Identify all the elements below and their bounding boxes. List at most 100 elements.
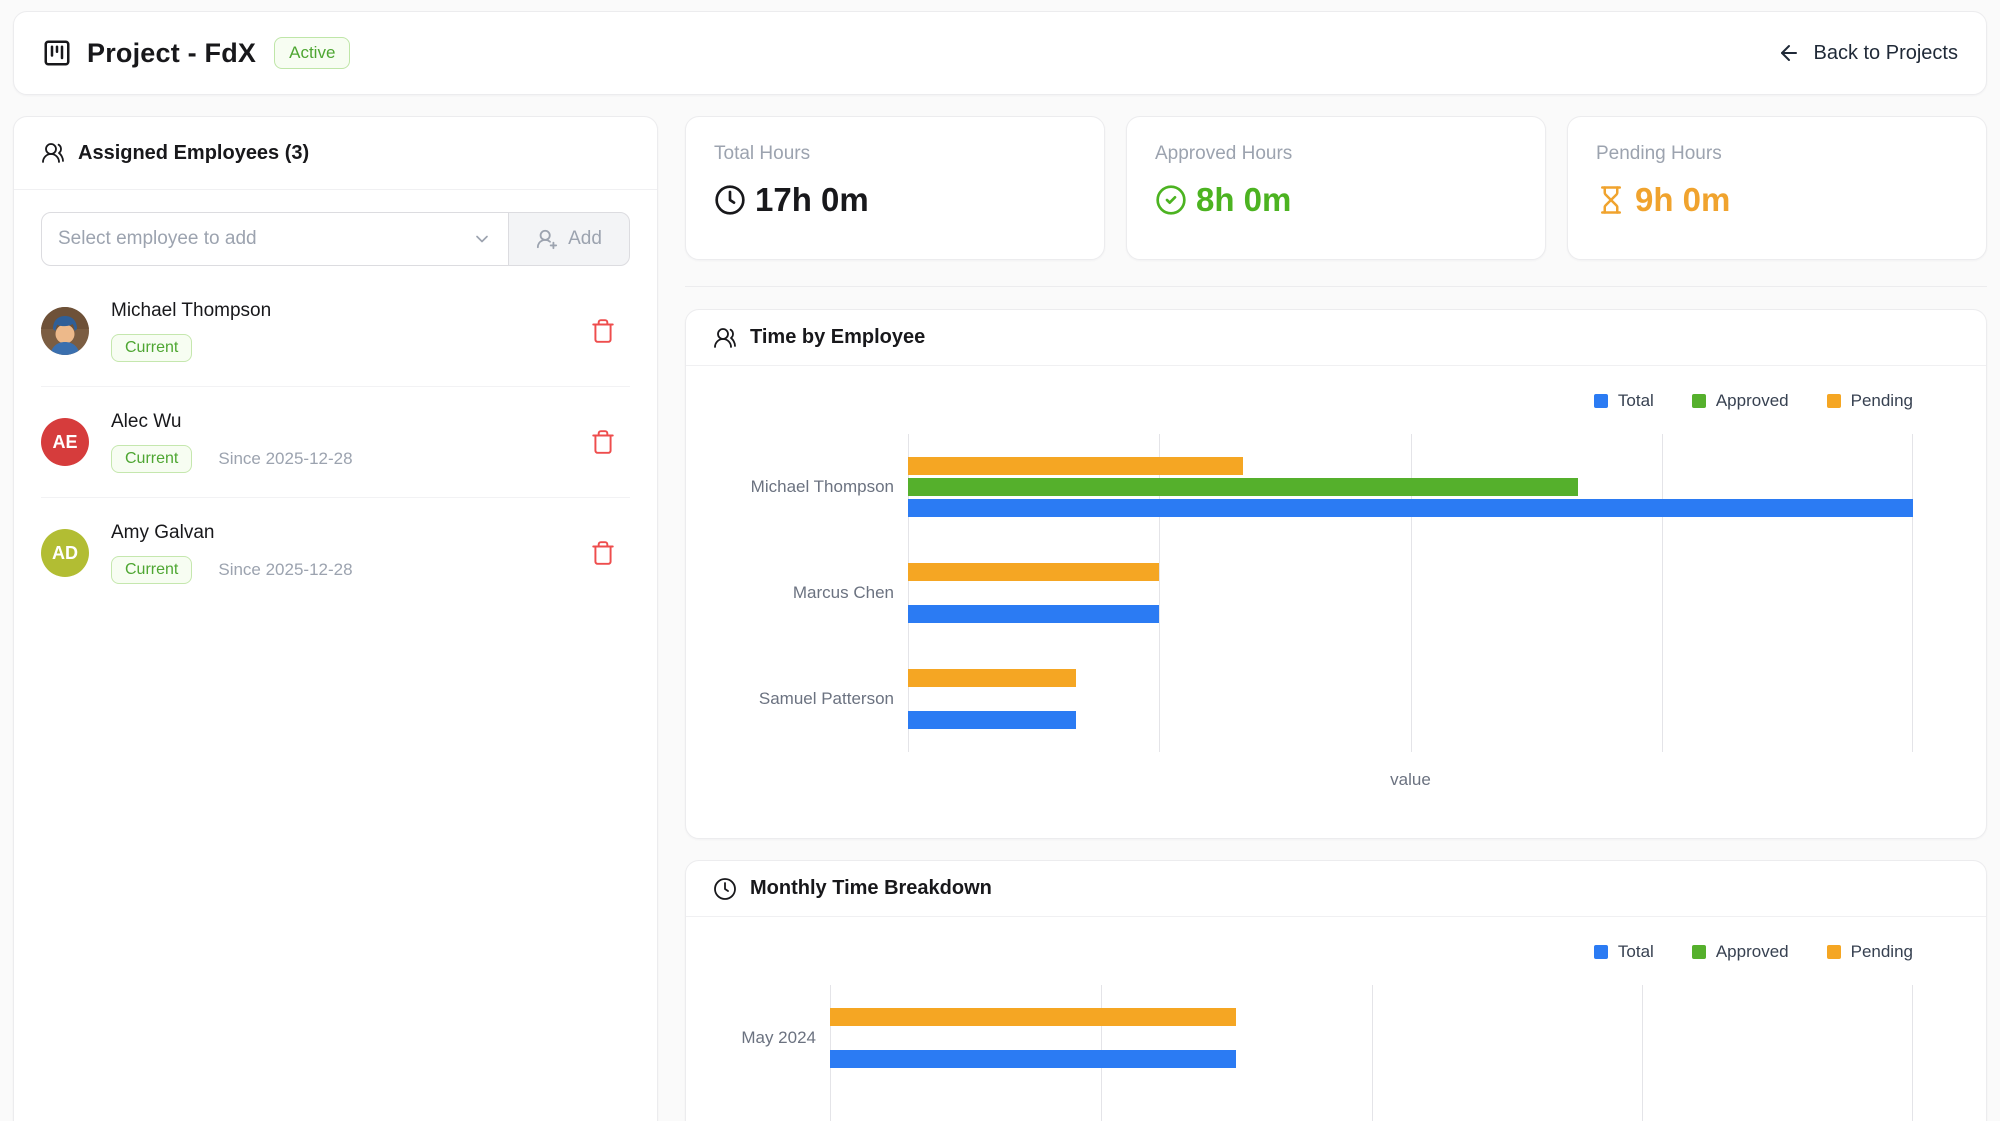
bar-total-0 [908,499,1913,517]
delete-employee-button[interactable] [584,534,622,572]
grid-line [1912,434,1913,752]
chart-title: Monthly Time Breakdown [750,877,992,899]
employee-row: Michael Thompson Current [41,276,630,387]
bar-pending-0 [830,1008,1237,1026]
chart-legend: Total Approved Pending [710,939,1913,965]
legend-label: Pending [1850,942,1913,961]
legend-swatch [1691,394,1706,408]
grid-line [1371,985,1373,1121]
trash-icon [590,540,616,566]
category-label: Michael Thompson [750,477,894,496]
panel-title: Assigned Employees (3) [78,141,310,164]
grid-line [1642,985,1644,1121]
stat-label: Pending Hours [1596,143,1722,164]
chart-row: May 2024 [710,985,1913,1091]
grid-layer [908,434,1913,752]
clock-icon [714,184,746,216]
back-link-label: Back to Projects [1813,41,1958,64]
trash-icon [590,318,616,344]
bar-pending-1 [908,563,1160,581]
legend-item-approved[interactable]: Approved [1691,391,1789,411]
clock-icon [713,877,737,901]
legend-label: Approved [1715,391,1789,410]
bar-total-1 [908,605,1160,623]
current-badge: Current [111,556,193,584]
chart-row: Michael Thompson [710,434,1913,540]
page-title: Project - FdX [87,37,257,68]
legend-swatch [1691,945,1706,959]
stat-value: 17h 0m [755,181,869,218]
employee-select[interactable]: Select employee to add [41,212,509,266]
bar-pending-2 [908,669,1076,687]
category-label: Samuel Patterson [758,689,894,708]
arrow-left-icon [1777,41,1801,65]
add-button-label: Add [568,228,602,249]
avatar-initials: AD [41,529,89,577]
time-by-employee-card: Time by Employee Total Approved Pending Mi… [685,309,1987,839]
chart-plot: Michael Thompson Marcus Chen Samuel Patter… [710,434,1913,752]
select-placeholder: Select employee to add [58,228,257,249]
assigned-employees-card: Assigned Employees (3) Select employee t… [13,116,658,1121]
chart-row: Marcus Chen [710,540,1913,646]
legend-label: Total [1617,942,1654,961]
employee-name: Michael Thompson [111,300,272,321]
bar-stack [830,1008,1913,1068]
legend-label: Approved [1715,942,1789,961]
user-plus-icon [536,228,558,250]
grid-line [908,434,909,752]
stat-value: 9h 0m [1635,181,1731,218]
monthly-time-breakdown-chart: Total Approved Pending May 2024 [686,917,1986,1121]
chart-header: Time by Employee [686,310,1986,366]
avatar-initials: AE [41,418,89,466]
add-employee-button[interactable]: Add [508,212,630,266]
legend-item-pending[interactable]: Pending [1826,942,1913,962]
delete-employee-button[interactable] [584,423,622,461]
bar-pending-0 [908,457,1243,475]
legend-swatch [1593,394,1608,408]
assigned-employees-header: Assigned Employees (3) [14,117,657,190]
hourglass-icon [1596,185,1626,215]
bar-total-2 [908,711,1076,729]
approved-hours-card: Approved Hours 8h 0m [1126,116,1546,260]
avatar-photo [41,307,89,355]
check-circle-icon [1155,184,1187,216]
bar-stack [908,669,1913,729]
grid-line [1661,434,1663,752]
category-label: May 2024 [741,1028,816,1047]
legend-item-pending[interactable]: Pending [1826,391,1913,411]
chart-title: Time by Employee [750,326,926,348]
employee-name: Amy Galvan [111,522,215,543]
total-hours-card: Total Hours 17h 0m [685,116,1105,260]
legend-item-total[interactable]: Total [1593,391,1654,411]
stat-label: Approved Hours [1155,143,1293,164]
category-label: Marcus Chen [792,583,894,602]
legend-label: Total [1617,391,1654,410]
bar-stack [908,563,1913,623]
bar-stack [908,457,1913,517]
pending-hours-card: Pending Hours 9h 0m [1567,116,1987,260]
users-icon [713,326,737,350]
kanban-board-icon [42,38,72,68]
delete-employee-button[interactable] [584,312,622,350]
header-card: Project - FdX Active Back to Projects [13,11,1987,95]
legend-item-approved[interactable]: Approved [1691,942,1789,962]
stat-value: 8h 0m [1196,181,1292,218]
chart-legend: Total Approved Pending [710,388,1913,414]
monthly-time-breakdown-card: Monthly Time Breakdown Total Approved Pend… [685,860,1987,1121]
legend-swatch [1826,945,1841,959]
employee-row: AD Amy Galvan Current Since 2025-12-28 [41,498,630,608]
status-badge: Active [274,37,351,69]
back-to-projects-link[interactable]: Back to Projects [1777,41,1958,65]
legend-item-total[interactable]: Total [1593,942,1654,962]
legend-label: Pending [1850,391,1913,410]
since-date: Since 2025-12-28 [218,449,353,468]
legend-swatch [1826,394,1841,408]
chevron-down-icon [472,229,492,249]
legend-swatch [1593,945,1608,959]
section-divider [685,286,1987,287]
bar-total-0 [830,1050,1237,1068]
chart-plot: May 2024 [710,985,1913,1121]
users-icon [41,141,65,165]
stat-label: Total Hours [714,143,811,164]
bar-approved-0 [908,478,1578,496]
